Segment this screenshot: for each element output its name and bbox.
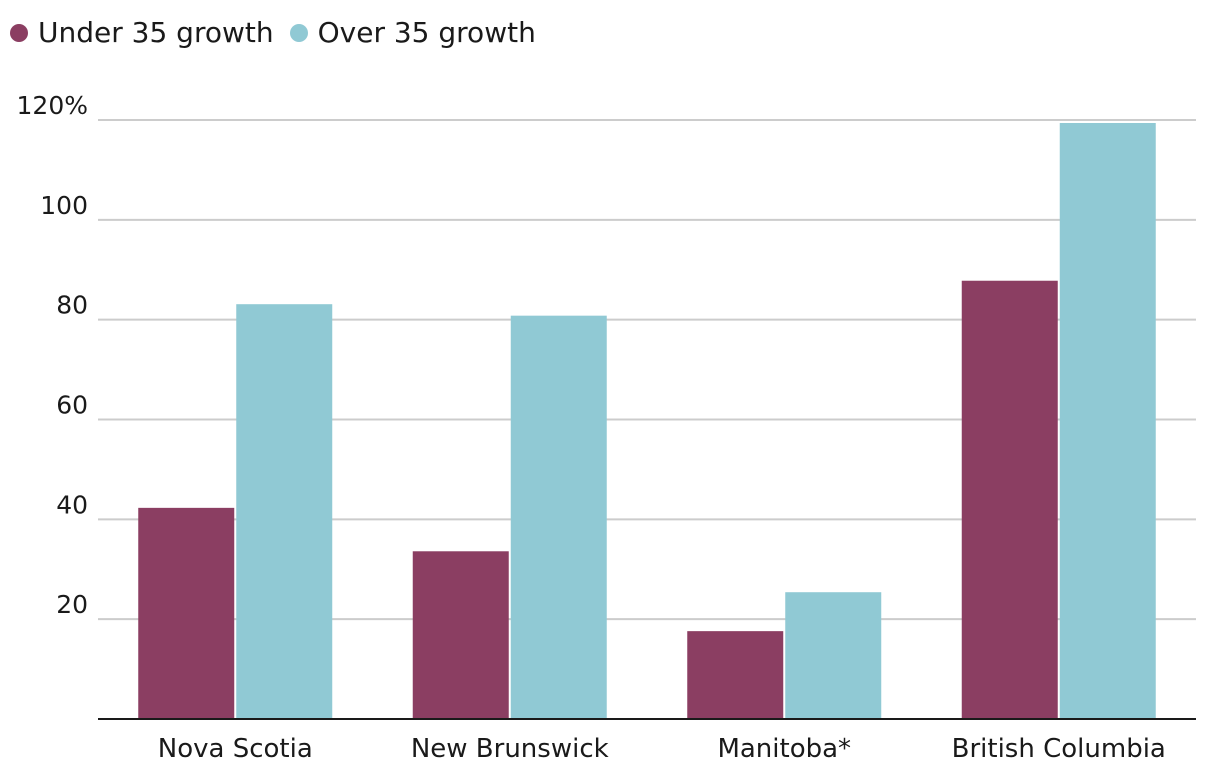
bar-british-columbia-under-35 xyxy=(961,280,1058,718)
y-axis-ticks: 20 40 60 80 100 120% xyxy=(17,91,88,619)
bar-nova-scotia-over-35 xyxy=(236,304,333,718)
legend-swatch-over-35 xyxy=(289,23,308,42)
bar-manitoba-under-35 xyxy=(687,631,784,718)
y-tick-label: 80 xyxy=(56,291,88,320)
y-tick-label: 40 xyxy=(56,490,88,519)
x-tick-label: British Columbia xyxy=(952,734,1166,764)
bar-new-brunswick-over-35 xyxy=(510,315,607,718)
legend-label-over-35: Over 35 growth xyxy=(317,16,536,49)
bar-new-brunswick-under-35 xyxy=(412,551,509,718)
legend-label-under-35: Under 35 growth xyxy=(38,16,274,49)
bar-manitoba-over-35 xyxy=(785,592,882,718)
x-tick-label: Nova Scotia xyxy=(158,734,313,764)
y-tick-label: 20 xyxy=(56,590,88,619)
y-tick-label: 100 xyxy=(40,191,88,220)
legend-item-under-35: Under 35 growth xyxy=(10,16,274,49)
bar-nova-scotia-under-35 xyxy=(138,507,235,718)
bar-british-columbia-over-35 xyxy=(1059,122,1156,719)
legend-item-over-35: Over 35 growth xyxy=(289,16,536,49)
x-axis-labels: Nova Scotia New Brunswick Manitoba* British… xyxy=(158,734,1166,764)
y-tick-label: 60 xyxy=(56,391,88,420)
legend: Under 35 growth Over 35 growth xyxy=(10,16,552,49)
bars xyxy=(138,122,1156,719)
legend-swatch-under-35 xyxy=(10,23,28,42)
x-tick-label: New Brunswick xyxy=(411,734,609,764)
x-tick-label: Manitoba* xyxy=(717,734,851,764)
y-tick-label: 120% xyxy=(17,91,88,120)
